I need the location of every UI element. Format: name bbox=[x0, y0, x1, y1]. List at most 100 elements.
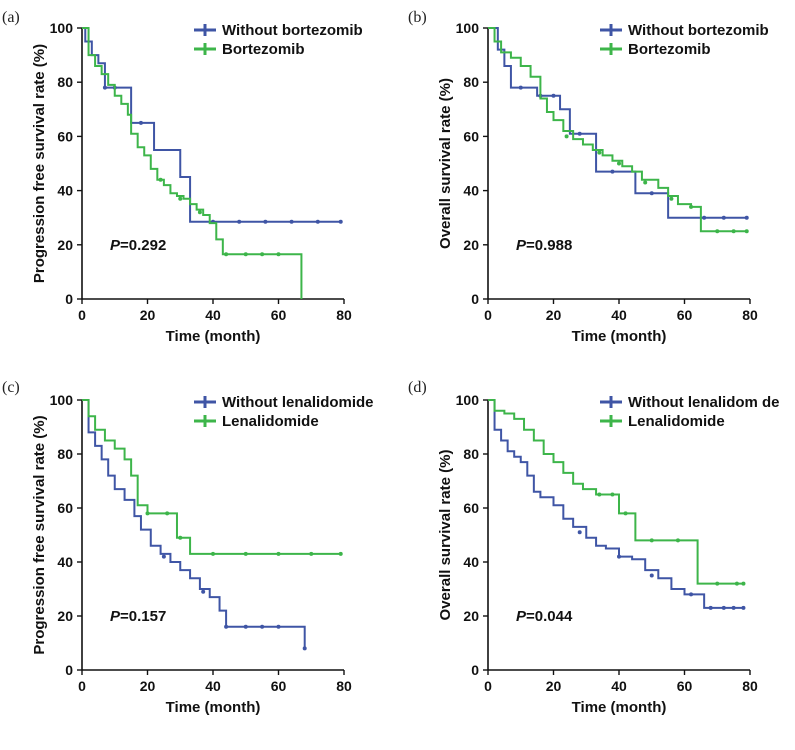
y-tick-label: 20 bbox=[57, 237, 73, 253]
censor-mark bbox=[276, 551, 281, 556]
x-axis-label: Time (month) bbox=[572, 699, 667, 716]
censor-mark bbox=[338, 219, 343, 224]
panel-4: (d) 0 20 40 60 80 100 0 20 40 60 80 Time (month) Over… bbox=[408, 379, 780, 716]
censor-mark bbox=[577, 530, 582, 535]
x-tick-label: 80 bbox=[742, 678, 758, 694]
censor-mark bbox=[158, 177, 163, 182]
y-tick-label: 80 bbox=[463, 74, 479, 90]
censor-mark bbox=[577, 131, 582, 136]
censor-mark bbox=[715, 229, 720, 234]
panel-label: (a) bbox=[2, 9, 20, 26]
censor-mark bbox=[224, 252, 229, 257]
panel-2: (b) 0 20 40 60 80 100 0 20 40 60 80 Time (month) Over… bbox=[408, 9, 769, 345]
y-tick-label: 0 bbox=[471, 291, 479, 307]
x-tick-label: 20 bbox=[140, 678, 156, 694]
x-axis-label: Time (month) bbox=[166, 699, 261, 716]
x-tick-label: 60 bbox=[271, 678, 287, 694]
censor-mark bbox=[702, 215, 707, 220]
series-line-1 bbox=[488, 399, 744, 609]
y-axis-label: Progression free survival rate (%) bbox=[31, 415, 48, 654]
censor-mark bbox=[649, 573, 654, 578]
legend-label: Lenalidomide bbox=[222, 413, 319, 430]
y-tick-label: 0 bbox=[471, 662, 479, 678]
censor-mark bbox=[731, 605, 736, 610]
censor-mark bbox=[741, 605, 746, 610]
y-tick-label: 80 bbox=[463, 446, 479, 462]
censor-mark bbox=[669, 196, 674, 201]
p-value-label: P=0.044 bbox=[516, 608, 573, 625]
censor-mark bbox=[675, 538, 680, 543]
censor-mark bbox=[178, 196, 183, 201]
x-tick-label: 40 bbox=[611, 678, 627, 694]
censor-mark bbox=[610, 492, 615, 497]
y-tick-label: 80 bbox=[57, 74, 73, 90]
y-tick-label: 40 bbox=[463, 554, 479, 570]
x-tick-label: 0 bbox=[484, 307, 492, 323]
x-axis-label: Time (month) bbox=[166, 328, 261, 345]
y-tick-label: 100 bbox=[456, 392, 480, 408]
y-tick-label: 60 bbox=[57, 500, 73, 516]
series-line-1 bbox=[488, 27, 747, 219]
series-line-2 bbox=[82, 27, 303, 299]
x-tick-label: 20 bbox=[546, 307, 562, 323]
censor-mark bbox=[165, 511, 170, 516]
censor-mark bbox=[551, 93, 556, 98]
x-tick-label: 20 bbox=[546, 678, 562, 694]
y-tick-label: 80 bbox=[57, 446, 73, 462]
censor-mark bbox=[617, 161, 621, 166]
censor-mark bbox=[224, 624, 229, 629]
censor-mark bbox=[649, 538, 654, 543]
censor-mark bbox=[643, 180, 648, 185]
series-line-2 bbox=[488, 399, 744, 585]
censor-mark bbox=[243, 624, 248, 629]
y-tick-label: 40 bbox=[57, 183, 73, 199]
x-tick-label: 40 bbox=[205, 307, 221, 323]
y-tick-label: 100 bbox=[50, 392, 74, 408]
censor-mark bbox=[744, 229, 749, 234]
y-tick-label: 20 bbox=[463, 608, 479, 624]
censor-mark bbox=[102, 85, 107, 90]
censor-mark bbox=[243, 551, 248, 556]
y-tick-label: 60 bbox=[463, 128, 479, 144]
y-tick-label: 0 bbox=[65, 291, 73, 307]
censor-mark bbox=[302, 646, 307, 651]
panel-label: (b) bbox=[408, 9, 427, 26]
x-tick-label: 40 bbox=[205, 678, 221, 694]
censor-mark bbox=[649, 191, 654, 196]
panel-label: (c) bbox=[2, 379, 20, 396]
censor-mark bbox=[597, 492, 602, 497]
y-tick-label: 60 bbox=[463, 500, 479, 516]
x-tick-label: 60 bbox=[677, 307, 693, 323]
legend-label: Bortezomib bbox=[628, 41, 711, 58]
censor-mark bbox=[289, 219, 294, 224]
panel-label: (d) bbox=[408, 379, 427, 396]
censor-mark bbox=[315, 219, 320, 224]
legend-label: Bortezomib bbox=[222, 41, 305, 58]
censor-mark bbox=[276, 624, 281, 629]
panel-3: (c) 0 20 40 60 80 100 0 20 40 60 80 Time (month) Prog… bbox=[2, 379, 374, 716]
x-tick-label: 80 bbox=[336, 678, 352, 694]
x-tick-label: 0 bbox=[78, 307, 86, 323]
censor-mark bbox=[617, 554, 621, 559]
y-axis-label: Overall survival rate (%) bbox=[437, 78, 454, 249]
x-axis-label: Time (month) bbox=[572, 328, 667, 345]
y-tick-label: 100 bbox=[50, 20, 74, 36]
legend-label: Without bortezomib bbox=[222, 22, 363, 39]
censor-mark bbox=[145, 511, 150, 516]
p-value-label: P=0.157 bbox=[110, 608, 166, 625]
censor-mark bbox=[597, 150, 602, 155]
p-value-label: P=0.988 bbox=[516, 237, 572, 254]
x-tick-label: 0 bbox=[484, 678, 492, 694]
censor-mark bbox=[161, 554, 166, 559]
series-line-2 bbox=[488, 27, 747, 233]
censor-mark bbox=[201, 589, 206, 594]
x-tick-label: 80 bbox=[336, 307, 352, 323]
censor-mark bbox=[276, 252, 281, 257]
censor-mark bbox=[211, 551, 215, 556]
series-line-1 bbox=[82, 399, 306, 649]
censor-mark bbox=[708, 605, 713, 610]
censor-mark bbox=[744, 215, 749, 220]
censor-mark bbox=[623, 511, 628, 516]
censor-mark bbox=[734, 581, 739, 586]
